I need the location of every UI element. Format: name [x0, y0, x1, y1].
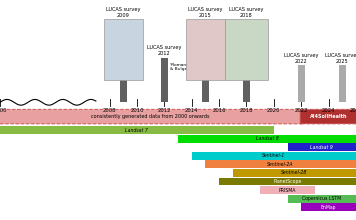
Bar — [205, 160, 356, 168]
Text: Landsat 8: Landsat 8 — [256, 136, 278, 141]
Text: LUCAS survey
2022: LUCAS survey 2022 — [284, 53, 319, 64]
Text: EnMap: EnMap — [321, 205, 336, 210]
Bar — [298, 65, 305, 102]
Text: Sentinel-2A: Sentinel-2A — [267, 162, 294, 167]
Text: LUCAS survey
2018: LUCAS survey 2018 — [229, 7, 264, 18]
Text: PlanetScope: PlanetScope — [273, 179, 302, 184]
Text: 2008: 2008 — [103, 108, 116, 114]
Text: *Romania
& Bulgaria: *Romania & Bulgaria — [170, 63, 193, 71]
Text: LUCAS survey
2025: LUCAS survey 2025 — [325, 53, 356, 64]
Bar — [219, 178, 356, 185]
Text: Landsat 9: Landsat 9 — [310, 145, 333, 150]
Text: 2018: 2018 — [240, 108, 253, 114]
Text: 2014: 2014 — [185, 108, 198, 114]
Bar — [202, 80, 209, 102]
Bar — [161, 58, 168, 102]
Text: LUCAS survey
2015: LUCAS survey 2015 — [188, 7, 222, 18]
Text: consistently generated data from 2000 onwards: consistently generated data from 2000 on… — [91, 114, 210, 119]
Bar — [301, 203, 356, 211]
Bar — [178, 135, 356, 143]
Bar — [186, 19, 225, 80]
Bar — [288, 143, 356, 151]
Bar — [0, 126, 274, 134]
Text: 2022: 2022 — [294, 108, 308, 114]
FancyBboxPatch shape — [300, 109, 356, 124]
Text: 2026: 2026 — [349, 108, 356, 114]
Bar — [260, 186, 315, 194]
Text: LUCAS survey
2012: LUCAS survey 2012 — [147, 45, 182, 56]
Bar — [192, 152, 356, 160]
FancyBboxPatch shape — [0, 109, 302, 124]
Text: Landsat 7: Landsat 7 — [125, 128, 148, 132]
Bar — [339, 65, 346, 102]
Text: 2024: 2024 — [322, 108, 335, 114]
Text: Sentinel-1: Sentinel-1 — [262, 153, 286, 158]
Bar — [243, 80, 250, 102]
Bar — [233, 169, 356, 177]
Bar — [104, 19, 143, 80]
Bar — [120, 80, 127, 102]
Text: AI4SoilHealth: AI4SoilHealth — [310, 114, 347, 119]
Bar — [288, 195, 356, 203]
Text: Sentinel-2B: Sentinel-2B — [281, 170, 308, 175]
Text: 2012: 2012 — [158, 108, 171, 114]
Text: Copernicus LSTM: Copernicus LSTM — [302, 196, 341, 201]
Text: 2016: 2016 — [212, 108, 226, 114]
Text: 2020: 2020 — [267, 108, 281, 114]
Text: LUCAS survey
2009: LUCAS survey 2009 — [106, 7, 141, 18]
Text: 2010: 2010 — [130, 108, 144, 114]
Text: 2000: 2000 — [0, 108, 7, 114]
Bar — [225, 19, 268, 80]
Text: PRISMA: PRISMA — [279, 188, 296, 192]
